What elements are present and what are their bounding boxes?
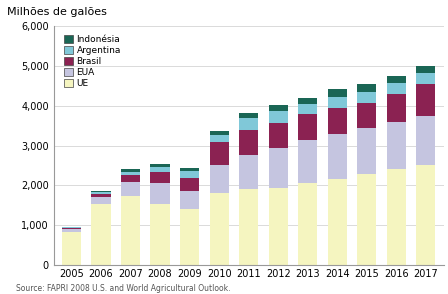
Bar [210,131,229,135]
Bar [239,118,258,130]
Bar [298,140,317,183]
Bar [239,113,258,118]
Bar [416,66,435,73]
Bar [180,178,199,191]
Bar [268,188,288,265]
Bar [416,165,435,265]
Bar [387,83,406,94]
Bar [210,142,229,165]
Bar [298,183,317,265]
Bar [121,172,140,175]
Bar [151,172,170,183]
Bar [416,84,435,116]
Bar [239,130,258,156]
Bar [210,165,229,193]
Bar [268,111,288,123]
Bar [151,164,170,167]
Bar [387,94,406,122]
Bar [357,128,376,174]
Bar [387,169,406,265]
Bar [210,193,229,265]
Bar [387,122,406,169]
Bar [180,168,199,171]
Bar [357,84,376,91]
Bar [62,229,81,232]
Bar [239,189,258,265]
Bar [327,133,347,179]
Bar [121,175,140,183]
Bar [62,228,81,229]
Bar [180,191,199,209]
Bar [91,191,111,192]
Text: Milhões de galões: Milhões de galões [7,7,107,17]
Bar [91,193,111,197]
Bar [327,97,347,108]
Bar [151,167,170,172]
Bar [91,204,111,265]
Bar [180,209,199,265]
Bar [357,91,376,103]
Bar [91,192,111,193]
Bar [357,174,376,265]
Bar [180,171,199,178]
Bar [327,108,347,133]
Bar [298,114,317,140]
Bar [327,179,347,265]
Bar [268,123,288,148]
Bar [121,196,140,265]
Bar [210,135,229,141]
Bar [416,116,435,165]
Bar [121,169,140,172]
Bar [387,76,406,83]
Bar [151,204,170,265]
Bar [327,89,347,97]
Bar [357,103,376,128]
Bar [151,183,170,204]
Text: Source: FAPRI 2008 U.S. and World Agricultural Outlook.: Source: FAPRI 2008 U.S. and World Agricu… [16,283,230,293]
Bar [62,227,81,228]
Bar [268,148,288,188]
Bar [298,104,317,114]
Bar [91,197,111,204]
Bar [62,232,81,265]
Bar [416,73,435,84]
Legend: Indonésia, Argentina, Brasil, EUA, UE: Indonésia, Argentina, Brasil, EUA, UE [62,33,123,90]
Bar [298,98,317,104]
Bar [239,156,258,189]
Bar [121,183,140,196]
Bar [268,105,288,111]
